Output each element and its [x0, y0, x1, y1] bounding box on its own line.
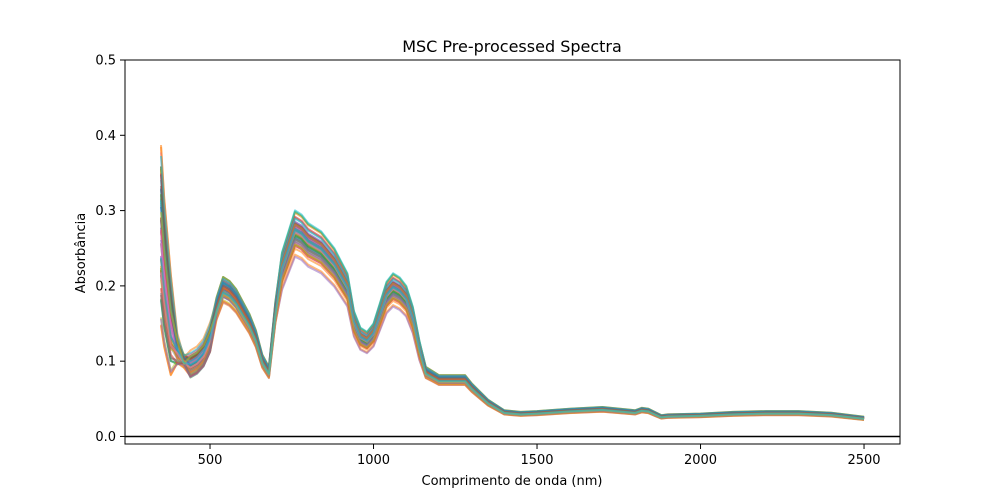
- x-tick-label: 2000: [684, 453, 717, 468]
- spectrum-line: [160, 238, 865, 420]
- spectrum-line: [160, 237, 865, 421]
- spectrum-line: [160, 217, 865, 420]
- spectrum-line: [160, 218, 865, 419]
- y-tick-label: 0.3: [95, 204, 116, 219]
- spectrum-line: [160, 189, 865, 420]
- y-tick-label: 0.4: [95, 129, 116, 144]
- spectrum-line: [160, 238, 865, 420]
- spectrum-line: [160, 152, 865, 419]
- spectrum-line: [160, 223, 865, 419]
- spectrum-line: [160, 166, 865, 419]
- spectrum-line: [160, 237, 865, 421]
- x-tick-label: 1000: [357, 453, 390, 468]
- spectrum-line: [160, 174, 865, 419]
- spectrum-line: [160, 231, 865, 420]
- spectrum-line: [160, 227, 865, 419]
- y-tick-label: 0.5: [95, 54, 116, 69]
- spectrum-line: [160, 253, 865, 421]
- spectrum-line: [160, 233, 865, 420]
- spectrum-line: [160, 223, 865, 420]
- spectrum-line: [160, 229, 865, 421]
- spectrum-line: [160, 186, 865, 419]
- spectrum-line: [160, 195, 865, 419]
- spectrum-line: [160, 173, 865, 419]
- spectrum-line: [160, 234, 865, 420]
- spectrum-line: [160, 236, 865, 420]
- y-tick-label: 0.2: [95, 279, 116, 294]
- spectrum-line: [160, 168, 865, 419]
- spectrum-line: [160, 240, 865, 420]
- spectrum-line: [160, 241, 865, 420]
- spectrum-line: [160, 238, 865, 421]
- x-tick-label: 500: [198, 453, 223, 468]
- spectrum-line: [160, 217, 865, 420]
- spectrum-line: [160, 200, 865, 420]
- spectrum-line: [160, 206, 865, 419]
- plot-frame: [124, 59, 901, 445]
- spectrum-line: [160, 198, 865, 419]
- spectrum-line: [160, 224, 865, 420]
- y-tick-label: 0.0: [95, 430, 116, 445]
- spectrum-line: [160, 194, 865, 419]
- spectrum-line: [160, 242, 865, 421]
- chart-title: MSC Pre-processed Spectra: [402, 37, 622, 56]
- y-axis: 0.0 0.1 0.2 0.3 0.4 0.5: [95, 54, 125, 445]
- y-axis-label: Absorbância: [74, 213, 89, 293]
- spectrum-line: [160, 244, 865, 420]
- spectrum-line: [160, 228, 865, 420]
- spectrum-line: [160, 166, 865, 418]
- spectrum-line: [160, 224, 865, 419]
- spectrum-line: [160, 233, 865, 420]
- spectrum-line: [160, 188, 865, 419]
- x-axis: 500 1000 1500 2000 2500: [198, 444, 881, 468]
- spectrum-line: [160, 229, 865, 420]
- x-tick-label: 1500: [520, 453, 553, 468]
- spectrum-line: [160, 169, 865, 419]
- spectrum-line: [160, 202, 865, 420]
- spectrum-line: [160, 200, 865, 419]
- series-layer: [160, 144, 865, 421]
- spectrum-line: [160, 255, 865, 421]
- spectrum-line: [160, 231, 865, 420]
- spectrum-line: [160, 243, 865, 421]
- spectrum-line: [160, 180, 865, 419]
- spectrum-line: [160, 204, 865, 419]
- spectrum-line: [160, 228, 865, 420]
- spectrum-line: [160, 247, 865, 421]
- spectrum-line: [160, 227, 865, 420]
- x-tick-label: 2500: [847, 453, 880, 468]
- spectrum-line: [160, 229, 865, 420]
- y-tick-label: 0.1: [95, 355, 116, 370]
- spectrum-line: [160, 233, 865, 421]
- spectrum-line: [160, 212, 865, 420]
- spectrum-line: [160, 156, 865, 419]
- spectrum-line: [160, 224, 865, 419]
- x-axis-label: Comprimento de onda (nm): [422, 474, 603, 489]
- spectrum-line: [160, 219, 865, 419]
- spectrum-line: [160, 232, 865, 420]
- spectrum-line: [160, 146, 865, 419]
